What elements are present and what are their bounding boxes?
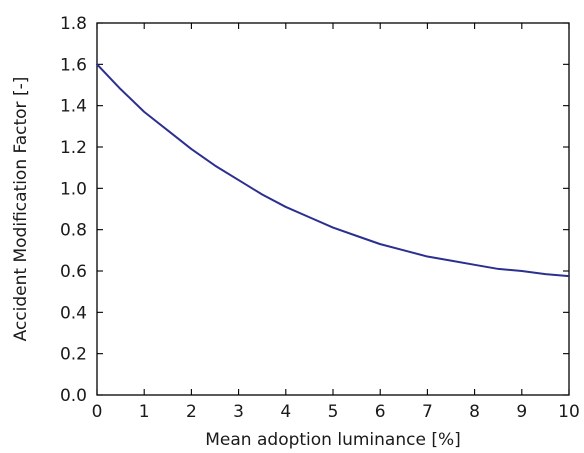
y-tick-label: 0.8 [60, 221, 87, 241]
x-tick-label: 0 [92, 402, 103, 422]
y-tick-label: 0.2 [60, 345, 87, 365]
y-tick-label: 1.2 [60, 138, 87, 158]
series-group [96, 63, 570, 278]
plot-area [96, 22, 570, 396]
x-axis-title: Mean adoption luminance [%] [205, 430, 460, 450]
x-tick-label: 4 [280, 402, 291, 422]
y-tick-label: 0.0 [60, 386, 87, 406]
y-axis-title: Accident Modification Factor [-] [11, 77, 31, 342]
y-tick-label: 0.4 [60, 303, 87, 323]
x-tick-label: 5 [328, 402, 339, 422]
y-tick-label: 1.8 [60, 14, 87, 34]
x-tick-label: 10 [558, 402, 580, 422]
y-tick-label: 0.6 [60, 262, 87, 282]
x-tick-label: 8 [469, 402, 480, 422]
y-tick-label: 1.0 [60, 179, 87, 199]
x-tick-label: 6 [375, 402, 386, 422]
y-axis-ticks: 0.0 0.2 0.4 0.6 0.8 1.0 1.2 1.4 1.6 1.8 [60, 14, 569, 406]
x-tick-label: 9 [516, 402, 527, 422]
y-tick-label: 1.6 [60, 55, 87, 75]
y-tick-label: 1.4 [60, 97, 87, 117]
x-tick-label: 7 [422, 402, 433, 422]
x-tick-label: 1 [139, 402, 150, 422]
x-tick-label: 2 [186, 402, 197, 422]
series-line [96, 63, 570, 278]
x-axis-ticks: 0 1 2 3 4 5 6 7 8 9 10 [92, 23, 580, 422]
x-tick-label: 3 [233, 402, 244, 422]
